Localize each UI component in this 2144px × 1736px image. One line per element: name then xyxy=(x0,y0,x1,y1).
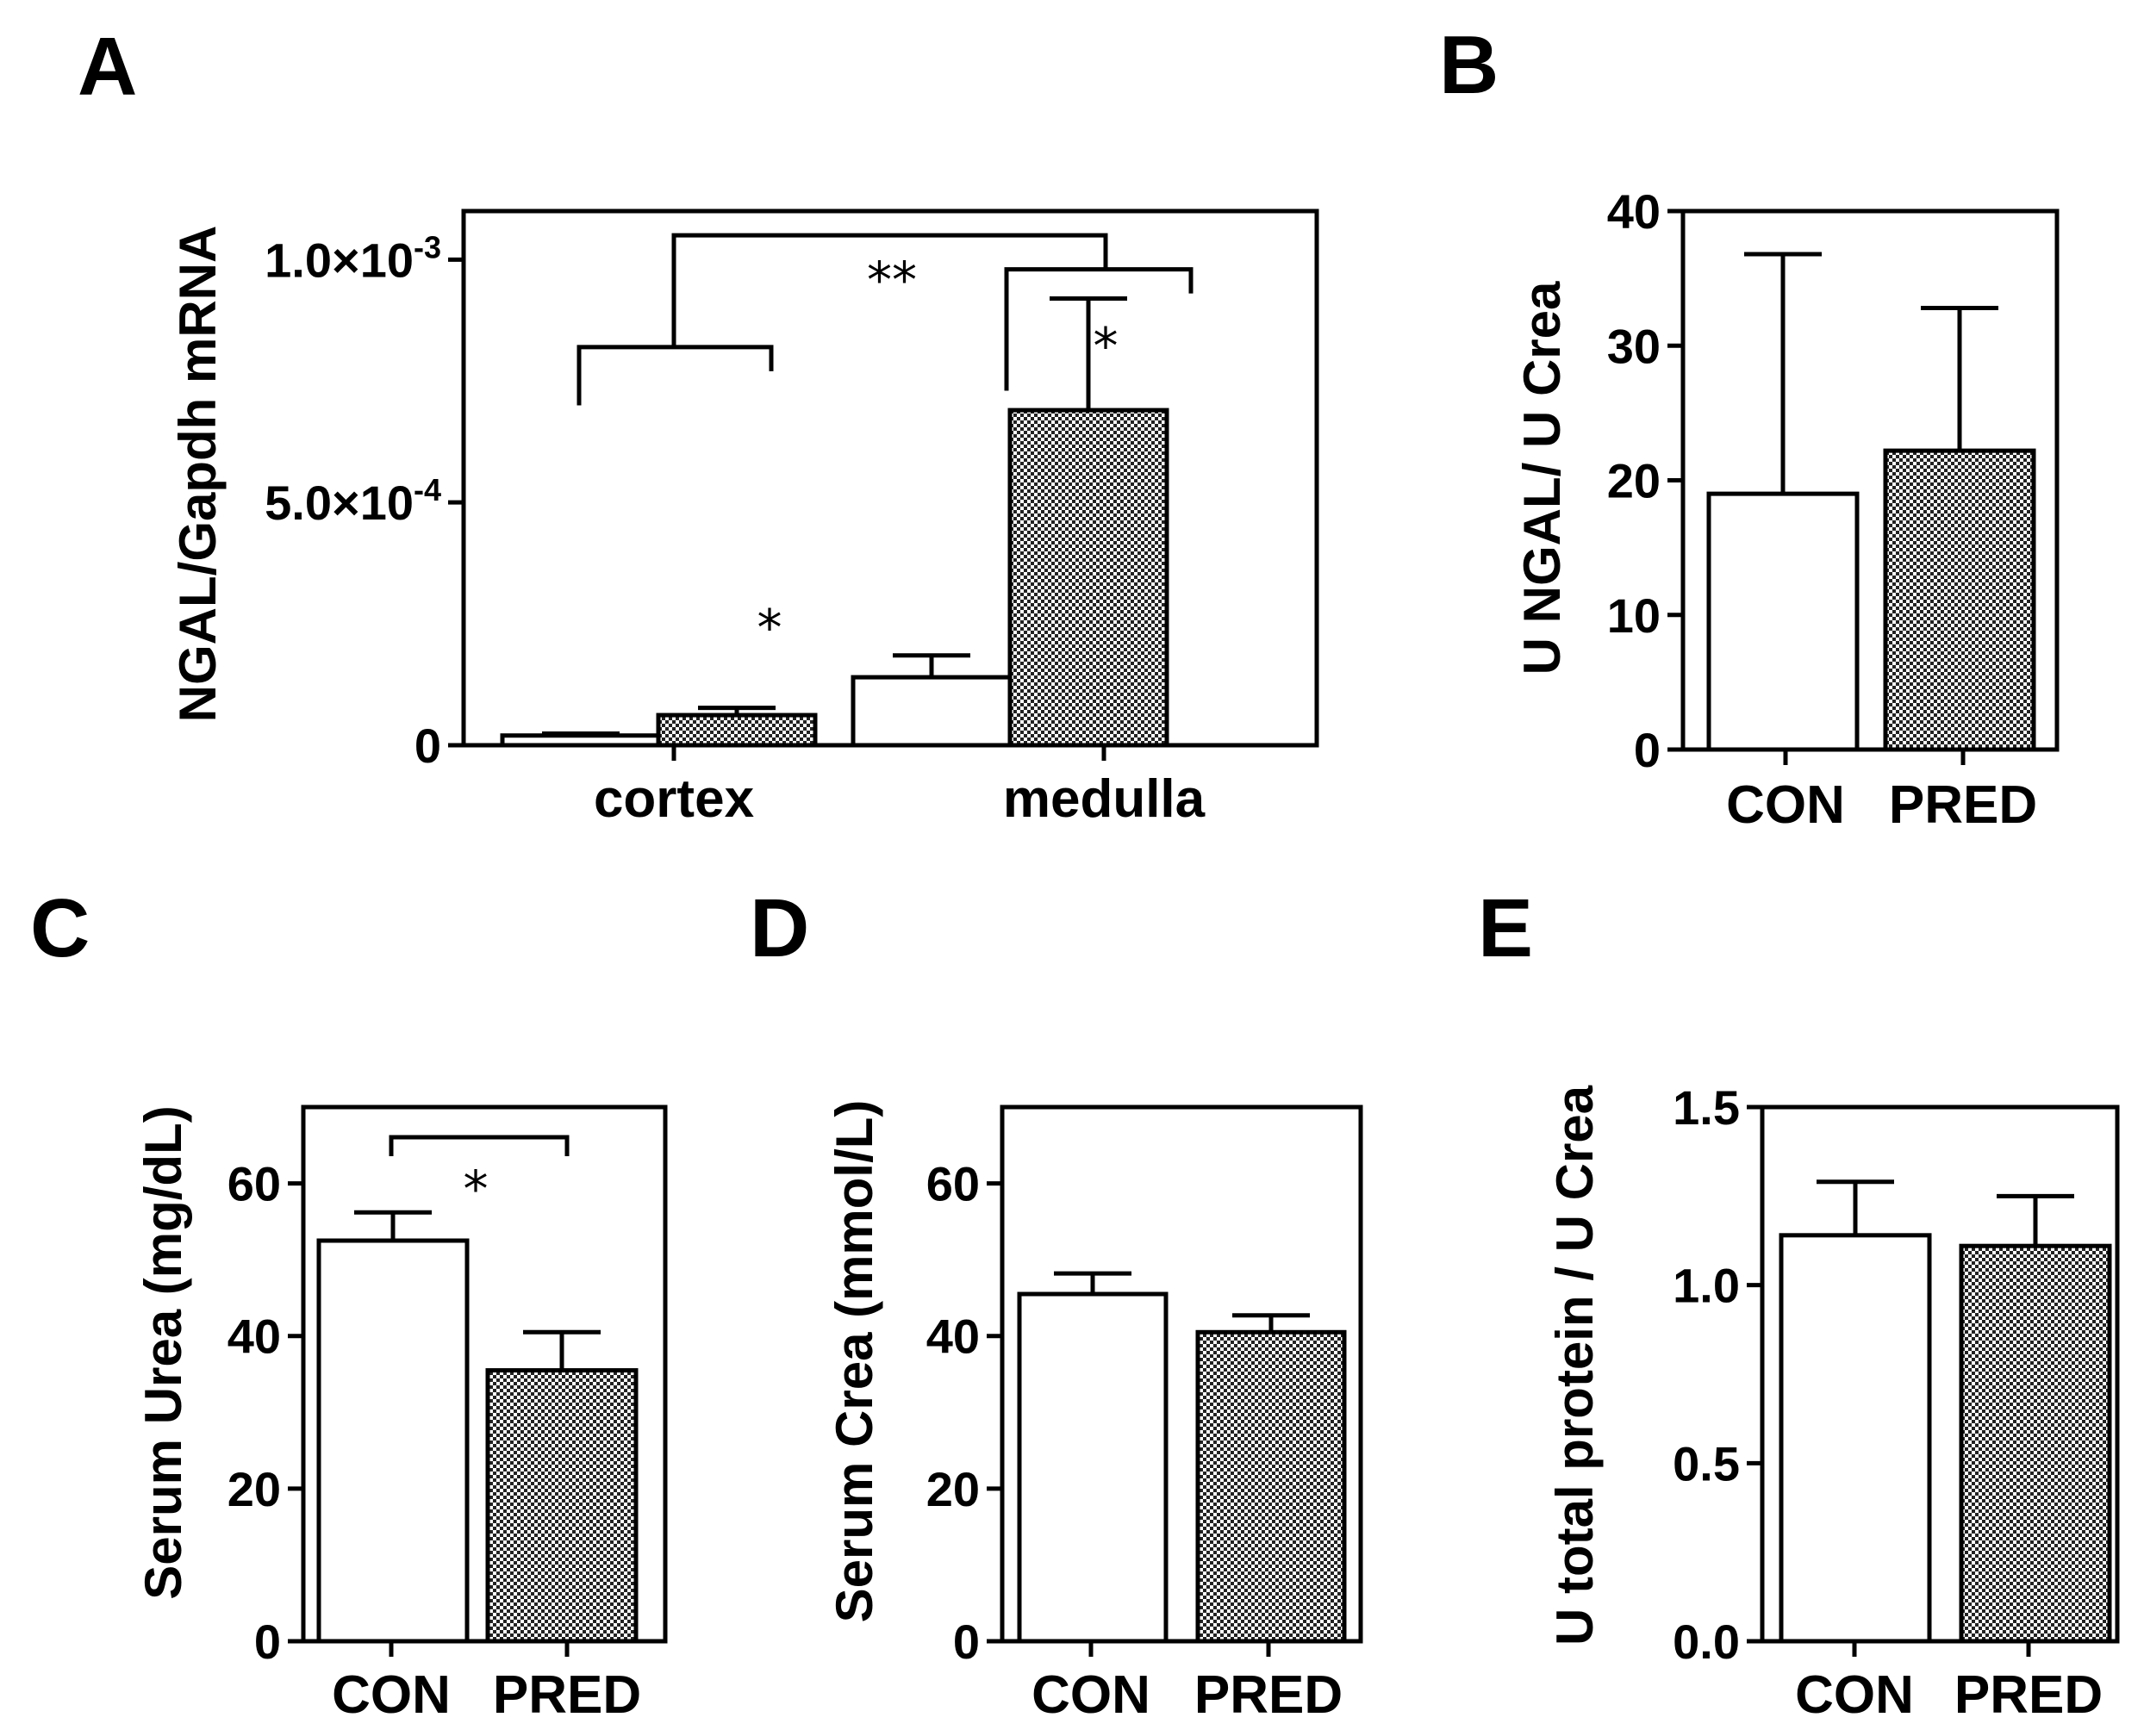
bar-medulla-open xyxy=(851,675,1013,748)
significance-star: * xyxy=(1094,317,1119,376)
bar-con xyxy=(1017,1291,1169,1644)
y-tick-label: 0 xyxy=(254,1615,281,1669)
panel-b-y-axis-title: U NGAL/ U Crea xyxy=(1513,281,1571,675)
panel-c-category-label: PRED xyxy=(493,1665,641,1725)
panel-a-y-axis-title: NGAL/Gapdh mRNA xyxy=(169,226,227,723)
y-tick-label: 1.0×10-3 xyxy=(265,229,441,287)
y-tick-label: 0.5 xyxy=(1673,1436,1740,1490)
y-tick-label: 0 xyxy=(953,1615,980,1669)
panel-e-bars xyxy=(1779,1179,2112,1644)
y-tick-label: 10 xyxy=(1607,588,1661,643)
y-tick-exponent: -3 xyxy=(414,229,441,264)
panel-c-letter: C xyxy=(30,882,90,974)
panel-d-y-ticks: 0 20 40 60 xyxy=(926,1157,1271,1669)
panel-b-category-label: PRED xyxy=(1889,775,2037,835)
panel-e-letter: E xyxy=(1478,882,1533,974)
bar-pred xyxy=(1959,1243,2112,1644)
y-tick-label: 40 xyxy=(926,1310,980,1364)
panel-c-bars xyxy=(316,1210,639,1644)
y-tick-label: 0 xyxy=(1634,723,1661,777)
panel-a-category-label: cortex xyxy=(594,769,755,829)
y-tick-label: 40 xyxy=(227,1310,281,1364)
panel-b-y-ticks: 0 10 20 30 40 xyxy=(1607,184,1966,777)
panel-c-annotations: * xyxy=(389,1135,570,1218)
y-tick-label: 30 xyxy=(1607,319,1661,373)
y-tick-label: 0 xyxy=(414,719,441,773)
y-tick-label: 40 xyxy=(1607,184,1661,239)
panel-a-category-label: medulla xyxy=(1003,769,1206,829)
significance-bracket xyxy=(1004,267,1194,391)
significance-bracket xyxy=(671,233,1108,347)
panel-a-letter: A xyxy=(78,21,137,113)
y-tick-label: 5.0×10-4 xyxy=(265,472,441,530)
significance-bracket xyxy=(577,345,774,406)
panel-a-chart: A NGAL/Gapdh mRNA 05.0×10-41.0×10-3 ****… xyxy=(78,21,1319,829)
y-tick-label: 20 xyxy=(926,1462,980,1516)
y-tick-label: 60 xyxy=(926,1157,980,1211)
bar-pred xyxy=(485,1368,639,1644)
panel-e-y-axis-title: U total protein / U Crea xyxy=(1546,1085,1604,1646)
panel-a-annotations: **** xyxy=(577,233,1194,656)
bar-con xyxy=(1779,1233,1932,1644)
bar-pred xyxy=(1883,448,2036,752)
panel-d-bars xyxy=(1017,1271,1347,1644)
panel-d-category-label: PRED xyxy=(1194,1665,1343,1725)
significance-star: * xyxy=(757,598,782,656)
y-tick-label: 1.5 xyxy=(1673,1080,1740,1135)
y-tick-label: 60 xyxy=(227,1157,281,1211)
panel-e-chart: E U total protein / U Crea 0.00.51.01.5 … xyxy=(1478,882,2120,1725)
panel-d-y-axis-title: Serum Crea (mmol/L) xyxy=(826,1100,883,1623)
bar-medulla-hatched xyxy=(1007,408,1169,748)
panel-b-chart: B U NGAL/ U Crea 0 10 20 30 40 CON PRED xyxy=(1439,19,2060,835)
panel-a-bars xyxy=(500,296,1169,748)
panel-d-category-label: CON xyxy=(1031,1665,1150,1725)
significance-bracket xyxy=(389,1135,570,1156)
panel-e-category-label: CON xyxy=(1795,1665,1914,1725)
panel-b-category-label: CON xyxy=(1726,775,1845,835)
bar-con xyxy=(316,1238,470,1644)
bar-pred xyxy=(1195,1329,1347,1644)
panel-d-letter: D xyxy=(750,882,809,974)
panel-e-y-ticks: 0.0 0.5 1.0 1.5 xyxy=(1673,1080,2031,1669)
panel-c-chart: C Serum Urea (mg/dL) 0 20 40 60 * CON PRED xyxy=(30,882,668,1725)
panel-c-y-axis-title: Serum Urea (mg/dL) xyxy=(134,1105,192,1599)
panel-e-category-label: PRED xyxy=(1954,1665,2103,1725)
panel-e-frame xyxy=(1760,1104,2120,1644)
y-tick-label: 0.0 xyxy=(1673,1615,1740,1669)
bar-con xyxy=(1706,491,1860,752)
significance-star: * xyxy=(464,1160,489,1218)
panel-b-letter: B xyxy=(1439,19,1499,111)
panel-a-y-ticks: 0 5.0×10-4 1.0×10-3 xyxy=(265,229,1106,773)
panel-d-chart: D Serum Crea (mmol/L) 0 20 40 60 CON PRED xyxy=(750,882,1363,1725)
y-tick-exponent: -4 xyxy=(414,472,441,507)
panel-c-frame xyxy=(301,1104,668,1644)
y-tick-label: 1.0 xyxy=(1673,1259,1740,1313)
bar-cortex-open xyxy=(500,733,662,748)
significance-stars: ** xyxy=(867,251,917,309)
bar-cortex-hatched xyxy=(656,712,818,748)
panel-c-category-label: CON xyxy=(332,1665,451,1725)
panel-d-frame xyxy=(1000,1104,1363,1644)
panel-b-bars xyxy=(1706,252,2036,752)
y-tick-label: 20 xyxy=(227,1462,281,1516)
y-tick-label: 20 xyxy=(1607,454,1661,508)
panel-c-y-ticks: 0 20 40 60 xyxy=(227,1157,570,1669)
